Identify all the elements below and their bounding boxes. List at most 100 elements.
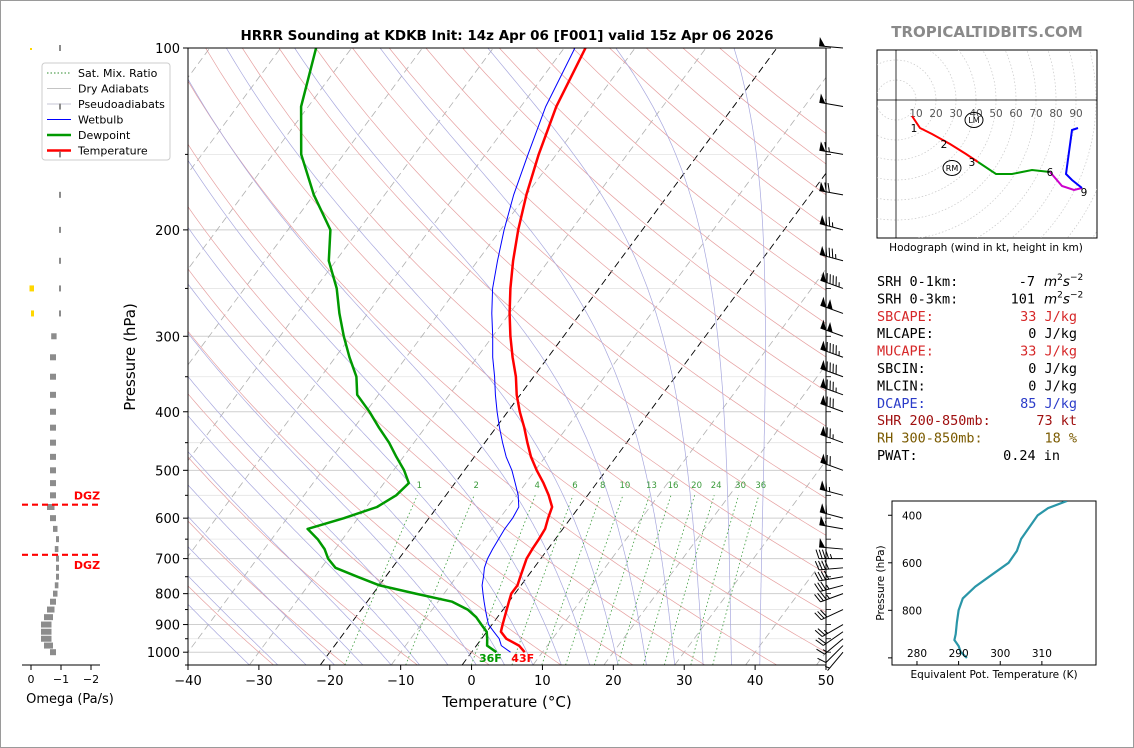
- dry-adiabat: [188, 456, 418, 665]
- pseudoadiabat: [188, 376, 449, 665]
- stat-label: MUCAPE:: [877, 344, 934, 360]
- omega-bar: [50, 492, 56, 499]
- skewt-legend: Sat. Mix. Ratio Dry Adiabats Pseudoadiabat…: [41, 62, 171, 161]
- isotherm: [188, 48, 423, 366]
- theta-e-line: [953, 501, 1068, 659]
- omega-bar: [50, 373, 56, 380]
- omega-tick-label: −1: [53, 673, 69, 686]
- x-tick-label: 40: [747, 674, 764, 689]
- mixing-ratio-label: 24: [711, 481, 722, 491]
- omega-bar: [56, 536, 59, 543]
- stat-value: 101: [1011, 291, 1035, 307]
- wind-barb: [819, 245, 844, 262]
- theta-e-x-tick-label: 300: [990, 648, 1010, 660]
- wind-barb: [819, 181, 844, 196]
- omega-bar: [59, 285, 61, 292]
- dry-adiabat: [242, 48, 826, 574]
- omega-bar: [41, 628, 52, 635]
- mixing-ratio-label: 13: [646, 481, 657, 491]
- wind-barb: [819, 214, 844, 231]
- dry-adiabat: [188, 520, 346, 665]
- hodograph-ring-label: 70: [1029, 108, 1042, 120]
- wind-barb: [815, 549, 843, 560]
- mixing-ratio-labels: 1 2 4 6 8 10 13 16 20 24 30 36: [417, 481, 767, 491]
- isotherm: [188, 48, 565, 558]
- x-tick-label: −30: [245, 674, 272, 689]
- omega-bar: [54, 546, 59, 553]
- omega-bar: [59, 103, 61, 110]
- pseudoadiabat: [188, 451, 392, 665]
- wind-barb: [820, 296, 844, 314]
- wind-barb: [820, 378, 844, 396]
- wind-barb: [820, 453, 844, 471]
- theta-e-x-tick-label: 310: [1032, 648, 1052, 660]
- wind-barb: [819, 503, 844, 519]
- mixing-ratio-label: 6: [572, 481, 577, 491]
- skewt-background-lines: [188, 48, 826, 665]
- theta-e-x-tick-label: 280: [907, 648, 927, 660]
- mixing-ratio-label: 2: [473, 481, 478, 491]
- y-tick-label: 300: [155, 330, 180, 345]
- wind-barb: [820, 319, 844, 337]
- skewt-axes-frame: [187, 47, 827, 666]
- stat-unit: m2s−2: [1044, 290, 1083, 307]
- wind-barb: [819, 480, 844, 496]
- pseudoadiabat: [188, 546, 307, 665]
- x-tick-label: 20: [605, 674, 622, 689]
- hodograph-marker-ring: [942, 160, 962, 176]
- hodograph-trace: [1064, 127, 1083, 189]
- legend-label: Pseudoadiabats: [78, 98, 165, 111]
- x-tick-label: −10: [387, 674, 414, 689]
- omega-panel: 0 −1 −2 DGZ DGZ: [22, 45, 100, 686]
- hodograph-marker-label: LM: [968, 116, 979, 125]
- dewpoint-surface-label: 36F: [479, 652, 502, 665]
- stat-value: 33 J/kg: [1020, 309, 1077, 325]
- wind-barb: [820, 271, 844, 289]
- x-tick-label: 10: [534, 674, 551, 689]
- dry-adiabat: [499, 48, 826, 324]
- omega-bar: [50, 515, 56, 522]
- omega-bar: [50, 354, 56, 361]
- stat-label: SRH 0-3km:: [877, 291, 958, 307]
- y-tick-label: 400: [155, 406, 180, 421]
- omega-bar: [47, 606, 55, 613]
- pseudoadiabat: [615, 48, 732, 665]
- omega-bar: [59, 151, 61, 158]
- dry-adiabat: [188, 330, 562, 665]
- pseudoadiabat: [188, 484, 364, 665]
- hodograph-marker-label: RM: [946, 164, 959, 173]
- omega-bar: [51, 333, 57, 340]
- mixing-ratio-line: [405, 495, 475, 665]
- stat-unit: m2s−2: [1044, 273, 1083, 290]
- omega-top-mark: [30, 48, 32, 50]
- hodograph-height-label: 6: [1047, 167, 1054, 179]
- omega-bar: [50, 453, 56, 460]
- stat-label: SBCIN:: [877, 361, 926, 377]
- temperature-surface-label: 43F: [511, 652, 534, 665]
- stat-label: MLCIN:: [877, 378, 926, 394]
- mixing-ratio-line: [712, 495, 760, 665]
- wind-barb: [825, 651, 844, 671]
- stat-label: PWAT:: [877, 448, 918, 464]
- omega-tick-label: −2: [83, 673, 99, 686]
- mixing-ratio-label: 20: [691, 481, 702, 491]
- stat-value: 0 J/kg: [1028, 326, 1077, 342]
- dry-adiabat: [188, 143, 777, 665]
- omega-xlabel: Omega (Pa/s): [26, 692, 114, 707]
- isotherm: [674, 459, 826, 665]
- omega-bar: [41, 635, 52, 642]
- wind-barb: [817, 645, 844, 663]
- wind-barb: [814, 560, 844, 571]
- wind-barb: [814, 581, 844, 593]
- dry-adiabat: [188, 393, 490, 665]
- skewt-xlabel: Temperature (°C): [441, 693, 571, 711]
- stat-value: 73 kt: [1036, 413, 1077, 429]
- skewt-title: HRRR Sounding at KDKB Init: 14z Apr 06 […: [240, 28, 773, 44]
- wind-barb: [814, 609, 844, 621]
- hodograph-ring-label: 10: [909, 108, 922, 120]
- wind-barb: [820, 395, 844, 413]
- mixing-ratio-line: [344, 495, 418, 665]
- legend-label: Dewpoint: [78, 129, 131, 142]
- omega-bar: [50, 467, 56, 474]
